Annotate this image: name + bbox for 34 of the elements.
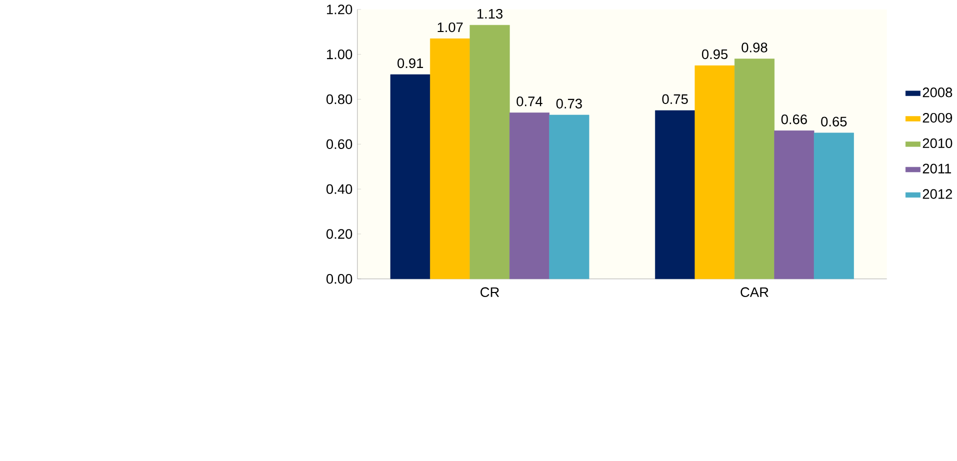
data-label: 0.91 [398, 58, 424, 68]
legend-label: 2010 [922, 138, 952, 148]
y-tick-label: 1.00 [326, 50, 352, 60]
bar [549, 114, 590, 280]
y-tick-label: 0.60 [326, 139, 352, 150]
data-label: 0.66 [781, 114, 807, 124]
legend-label: 2008 [922, 88, 952, 98]
bar [655, 110, 696, 280]
y-tick-label: 1.20 [326, 4, 352, 14]
legend-label: 2011 [922, 164, 952, 174]
data-label: 0.74 [516, 96, 542, 106]
bar [814, 132, 854, 280]
x-tick-label: CAR [740, 287, 768, 298]
y-tick-label: 0.00 [326, 274, 352, 284]
data-label: 0.65 [821, 116, 847, 127]
bar [509, 112, 550, 280]
legend-label: 2009 [922, 113, 952, 123]
y-tick-label: 0.40 [326, 184, 352, 194]
data-label: 0.98 [742, 42, 768, 52]
bar [390, 74, 430, 280]
data-label: 1.07 [438, 22, 463, 32]
y-tick-label: 0.80 [326, 94, 352, 104]
x-tick-label: CR [480, 287, 500, 298]
bar [470, 25, 510, 280]
data-label: 0.75 [662, 94, 688, 104]
data-label: 0.73 [556, 98, 582, 109]
data-label: 0.95 [702, 49, 728, 60]
y-tick-label: 0.20 [326, 229, 352, 239]
data-label: 1.13 [477, 9, 502, 19]
bar [694, 66, 735, 280]
legend-label: 2012 [922, 189, 952, 199]
bar [774, 130, 814, 280]
bar [734, 58, 775, 280]
bar [430, 38, 470, 280]
